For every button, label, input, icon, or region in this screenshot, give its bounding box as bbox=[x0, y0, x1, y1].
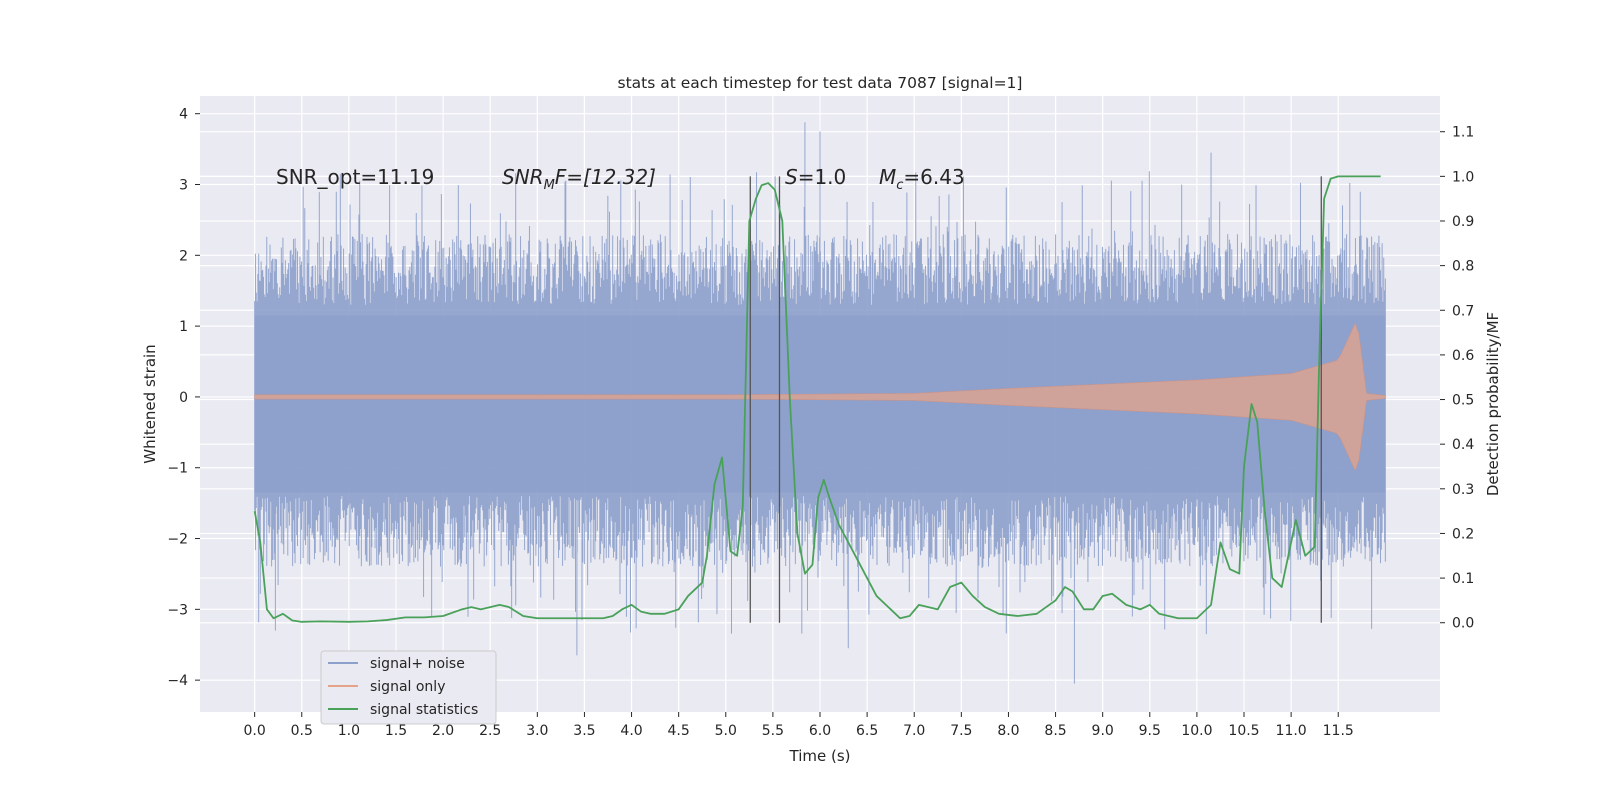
annotation-mc: Mc=6.43 bbox=[879, 165, 965, 193]
y-left-tick-label: 1 bbox=[179, 319, 188, 335]
y-left-tick-label: 2 bbox=[179, 248, 188, 264]
x-tick-label: 9.0 bbox=[1092, 723, 1114, 739]
x-tick-label: 1.5 bbox=[385, 723, 407, 739]
signal-only-envelope bbox=[254, 322, 1386, 472]
y-right-tick-label: 0.0 bbox=[1452, 616, 1474, 632]
y-right-tick-label: 0.6 bbox=[1452, 348, 1474, 364]
y-left-tick-label: 0 bbox=[179, 390, 188, 406]
x-axis-label: Time (s) bbox=[789, 747, 851, 765]
x-tick-label: 7.0 bbox=[903, 723, 925, 739]
y-right-tick-label: 0.3 bbox=[1452, 482, 1474, 498]
x-axis-ticks: 0.0 0.5 1.0 1.5 2.0 2.5 3.0 3.5 4.0 4.5 5.0 5.5 6.0 6… bbox=[244, 712, 1354, 739]
legend-label-signal-only: signal only bbox=[370, 679, 445, 695]
y-right-tick-label: 1.1 bbox=[1452, 125, 1474, 141]
x-tick-label: 10.5 bbox=[1228, 723, 1259, 739]
y-left-tick-label: −2 bbox=[167, 532, 188, 548]
chart-title: stats at each timestep for test data 708… bbox=[618, 74, 1023, 92]
x-tick-label: 8.5 bbox=[1044, 723, 1066, 739]
signal-only-series bbox=[254, 322, 1386, 472]
y-right-tick-label: 0.1 bbox=[1452, 571, 1474, 587]
x-tick-label: 9.5 bbox=[1139, 723, 1161, 739]
y-right-tick-label: 0.7 bbox=[1452, 303, 1474, 319]
y-left-tick-label: 4 bbox=[179, 107, 188, 123]
x-tick-label: 3.5 bbox=[573, 723, 595, 739]
annotation-snr-mf-sub: M bbox=[544, 178, 555, 193]
y-right-tick-label: 1.0 bbox=[1452, 169, 1474, 185]
y-right-tick-label: 0.4 bbox=[1452, 437, 1474, 453]
x-tick-label: 4.5 bbox=[668, 723, 690, 739]
y-left-tick-label: −1 bbox=[167, 461, 188, 477]
x-tick-label: 11.0 bbox=[1276, 723, 1307, 739]
signal-statistics-series bbox=[253, 175, 1381, 623]
x-tick-label: 0.0 bbox=[244, 723, 266, 739]
y-axis-right-label: Detection probability/MF bbox=[1484, 312, 1502, 496]
legend: signal+ noise signal only signal statist… bbox=[320, 650, 497, 725]
x-tick-label: 5.5 bbox=[762, 723, 784, 739]
annotation-mc-rest: =6.43 bbox=[903, 165, 964, 189]
legend-box bbox=[320, 650, 497, 725]
signal-statistics-line bbox=[253, 175, 1381, 623]
y-right-tick-label: 0.2 bbox=[1452, 526, 1474, 542]
annotation-snr-opt: SNR_opt=11.19 bbox=[276, 165, 434, 189]
x-tick-label: 5.0 bbox=[715, 723, 737, 739]
x-tick-label: 7.5 bbox=[950, 723, 972, 739]
y-left-tick-label: −3 bbox=[167, 602, 188, 618]
annotation-s: S=1.0 bbox=[785, 165, 846, 189]
x-tick-label: 2.0 bbox=[432, 723, 454, 739]
x-tick-label: 10.0 bbox=[1181, 723, 1212, 739]
x-tick-label: 8.0 bbox=[997, 723, 1019, 739]
annotation-snr-mf: SNRMF=[12.32] bbox=[502, 165, 656, 193]
legend-label-signal-statistics: signal statistics bbox=[370, 702, 478, 718]
x-tick-label: 4.0 bbox=[620, 723, 642, 739]
annotation-snr-mf-rest-f: F=[12.32] bbox=[555, 165, 656, 189]
annotation-s-rest: =1.0 bbox=[798, 165, 847, 189]
x-tick-label: 3.0 bbox=[526, 723, 548, 739]
y-right-tick-label: 0.5 bbox=[1452, 393, 1474, 409]
y-left-tick-label: 3 bbox=[179, 178, 188, 194]
annotation-mc-sub: c bbox=[896, 178, 903, 193]
x-tick-label: 6.0 bbox=[809, 723, 831, 739]
legend-label-signal-noise: signal+ noise bbox=[370, 656, 465, 672]
x-tick-label: 2.5 bbox=[479, 723, 501, 739]
annotation-mc-main: M bbox=[879, 165, 896, 189]
y-left-tick-label: −4 bbox=[167, 673, 188, 689]
x-tick-label: 0.5 bbox=[291, 723, 313, 739]
x-tick-label: 11.5 bbox=[1323, 723, 1354, 739]
x-tick-label: 6.5 bbox=[856, 723, 878, 739]
y-right-axis-ticks: 1.1 1.0 0.9 0.8 0.7 0.6 0.5 0.4 0.3 0.2 0.1 0.0 bbox=[1440, 125, 1474, 632]
annotation-s-main: S bbox=[785, 165, 798, 189]
annotation-snr-mf-main: SNR bbox=[502, 165, 544, 189]
y-left-axis-ticks: 4 3 2 1 0 −1 −2 −3 −4 bbox=[167, 107, 200, 689]
y-right-tick-label: 0.8 bbox=[1452, 259, 1474, 275]
y-right-tick-label: 0.9 bbox=[1452, 214, 1474, 230]
marker-lines bbox=[749, 176, 1322, 623]
x-tick-label: 1.0 bbox=[338, 723, 360, 739]
y-axis-left-label: Whitened strain bbox=[141, 344, 159, 463]
